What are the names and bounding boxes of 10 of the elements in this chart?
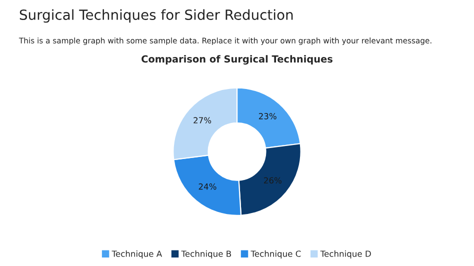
legend-label: Technique A [112,250,162,258]
legend-label: Technique B [181,250,231,258]
data-label: 23% [258,113,276,120]
data-label: 24% [198,183,216,190]
data-label: 26% [264,177,282,184]
chart-title: Comparison of Surgical Techniques [142,55,332,65]
text: Surgical Techniques for Sider Reduction [20,9,293,23]
legend-label: Technique C [250,250,301,258]
data-label: 27% [194,117,212,124]
legend-label: Technique D [320,250,371,258]
